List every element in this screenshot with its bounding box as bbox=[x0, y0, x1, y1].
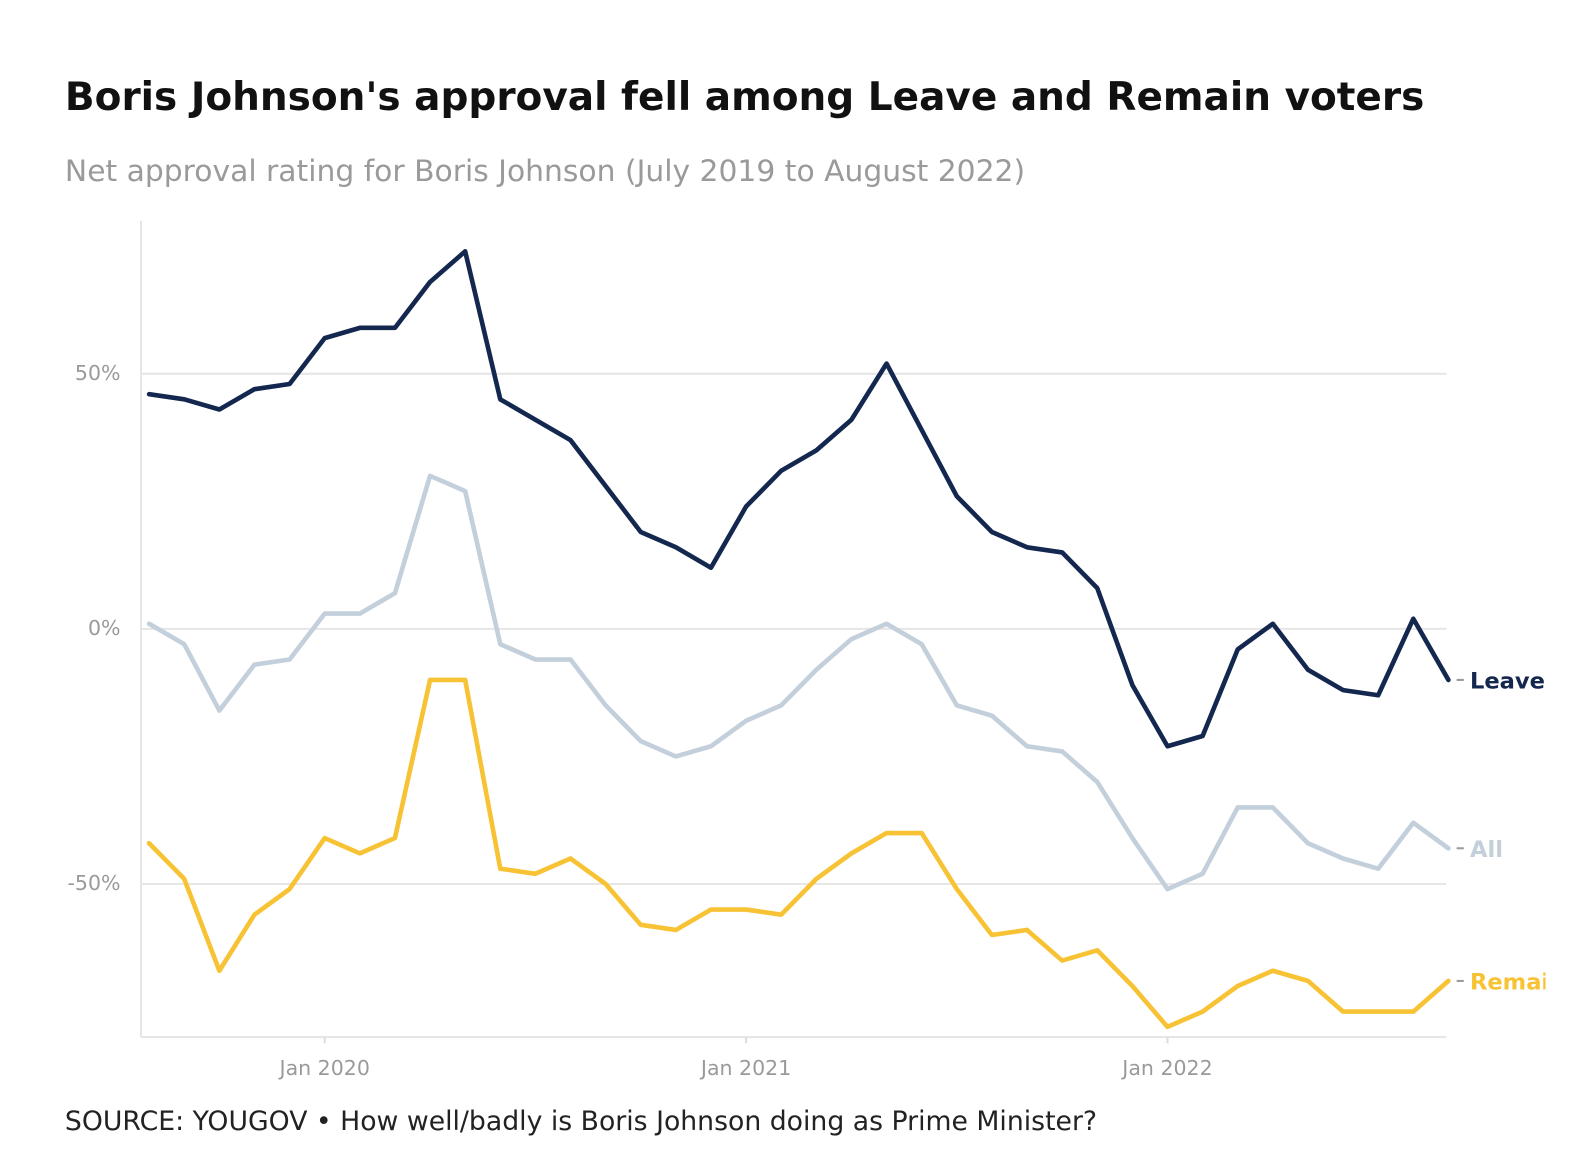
source-note: SOURCE: YOUGOV • How well/badly is Boris… bbox=[65, 1106, 1097, 1137]
x-tick-label: Jan 2021 bbox=[699, 1056, 791, 1080]
series-line bbox=[146, 677, 1451, 1030]
series-line bbox=[146, 249, 1451, 749]
x-tick-label: Jan 2020 bbox=[278, 1056, 370, 1080]
series-line bbox=[146, 473, 1451, 892]
series-label: Remain bbox=[1470, 969, 1565, 995]
y-tick-label: 50% bbox=[75, 361, 121, 385]
plot-area: -50% 0% 50% Jan 2020 Jan 2021 Jan 2022 Remain A… bbox=[67, 220, 1565, 1080]
y-tick-label: -50% bbox=[67, 871, 120, 895]
series-label: Leave bbox=[1470, 668, 1545, 694]
x-tick-label: Jan 2022 bbox=[1120, 1056, 1212, 1080]
chart-title: Boris Johnson's approval fell among Leav… bbox=[65, 75, 1424, 120]
chart-subtitle: Net approval rating for Boris Johnson (J… bbox=[65, 154, 1025, 189]
y-tick-label: 0% bbox=[88, 616, 121, 640]
series-label: All bbox=[1470, 837, 1503, 863]
